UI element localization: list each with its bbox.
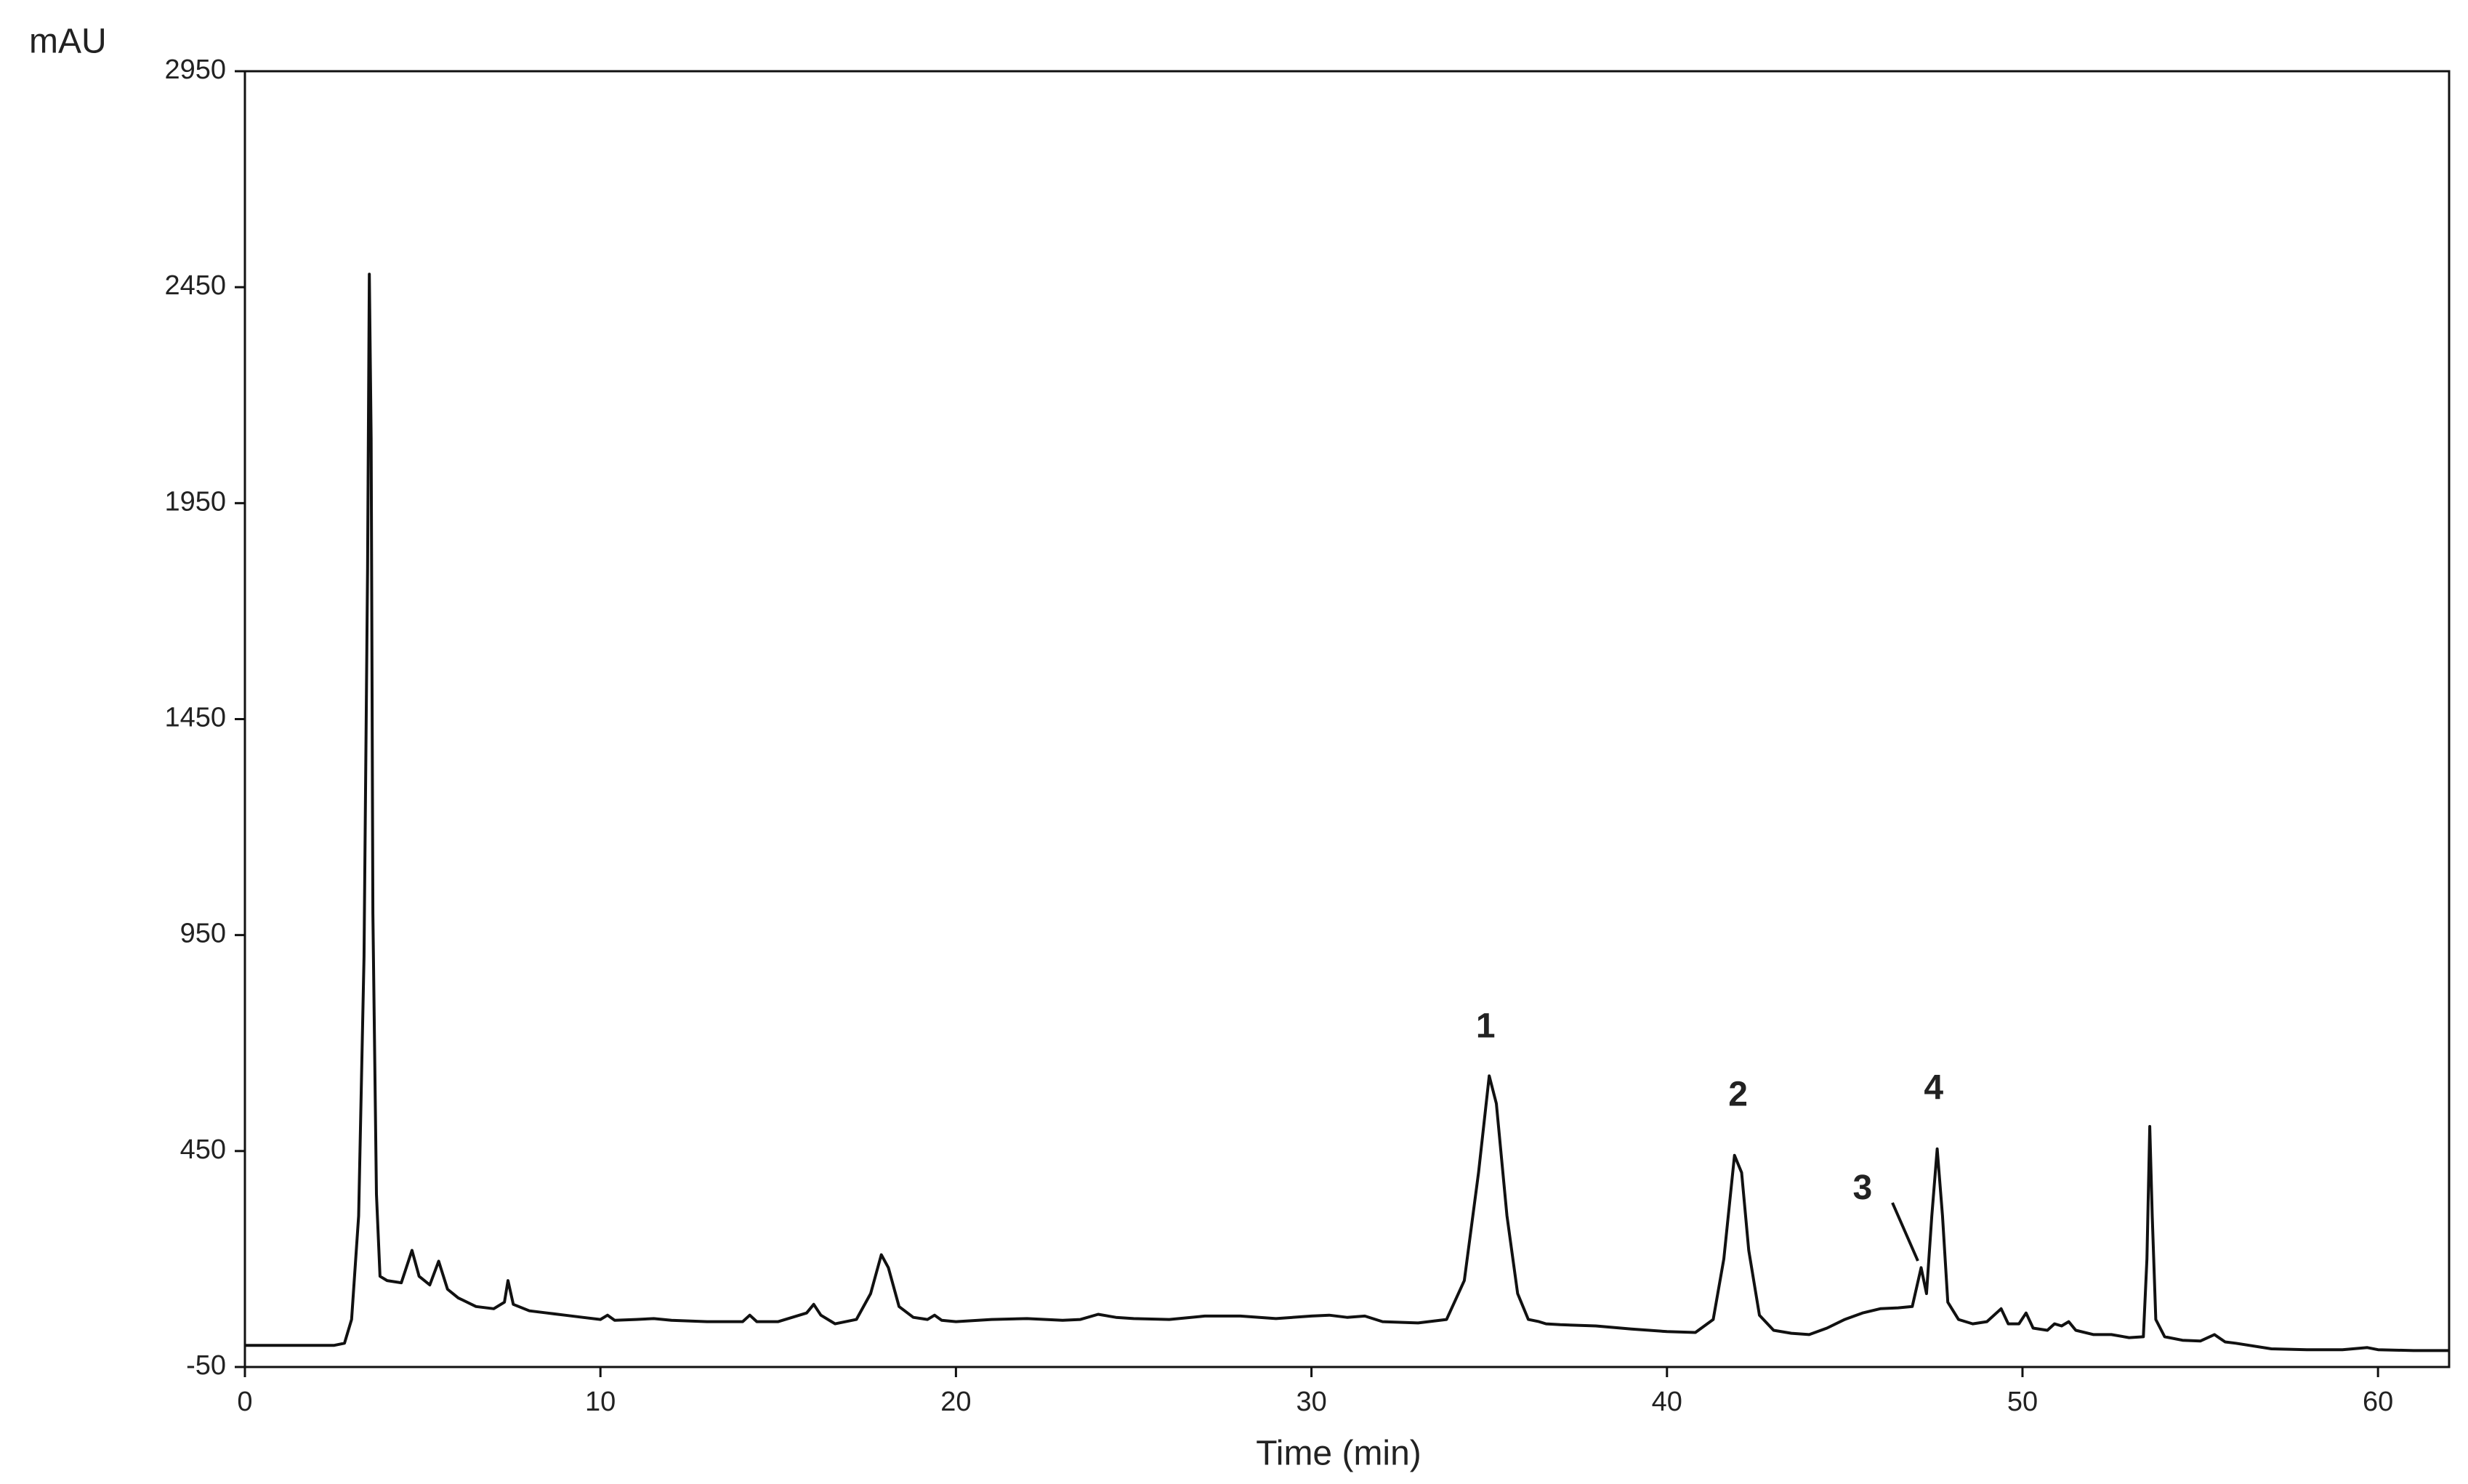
x-tick-label: 10 [585,1387,616,1417]
y-axis-unit: mAU [29,23,107,61]
y-tick-label: -50 [186,1350,226,1381]
x-tick-label: 30 [1296,1387,1326,1417]
y-tick-label: 450 [180,1134,226,1165]
peak-label: 1 [1476,1007,1496,1046]
chromatogram-line [245,273,2449,1352]
peak-label: 4 [1924,1069,1943,1108]
peak-label: 3 [1852,1169,1872,1207]
annotation-leader [1891,1202,1919,1262]
y-tick-label: 950 [180,919,226,949]
x-tick-label: 60 [2363,1387,2393,1417]
x-tick-label: 0 [237,1387,252,1417]
x-tick-label: 40 [1652,1387,1682,1417]
y-tick-label: 1950 [164,486,226,517]
y-tick-label: 2950 [164,55,226,85]
x-axis-title: Time (min) [1256,1435,1421,1473]
y-tick-label: 2450 [164,270,226,301]
plot-frame [243,70,2451,1368]
y-tick-label: 1450 [164,703,226,733]
peak-label: 2 [1728,1076,1748,1114]
x-tick-label: 50 [2007,1387,2038,1417]
x-tick-label: 20 [940,1387,971,1417]
